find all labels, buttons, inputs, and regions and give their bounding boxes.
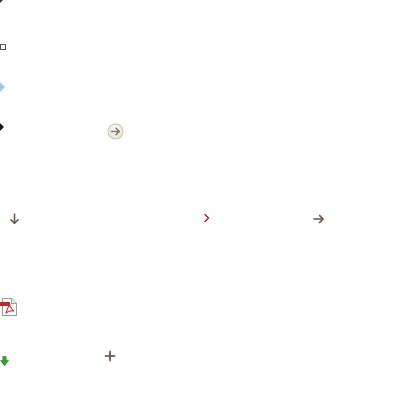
pdf-file-icon[interactable] bbox=[0, 298, 17, 316]
plus-icon[interactable] bbox=[104, 350, 116, 362]
arrow-down-green-icon[interactable] bbox=[0, 356, 9, 366]
arrow-down-icon[interactable] bbox=[9, 213, 20, 225]
diamond-bullet-icon bbox=[0, 123, 5, 131]
chevron-right-small-icon[interactable] bbox=[203, 213, 211, 223]
arrow-right-icon[interactable] bbox=[313, 213, 325, 225]
diamond-marker-icon bbox=[0, 82, 6, 92]
checkbox-square-box[interactable] bbox=[0, 44, 6, 50]
corner-marker-icon bbox=[0, 0, 4, 4]
arrow-right-circle-icon[interactable] bbox=[107, 123, 124, 140]
